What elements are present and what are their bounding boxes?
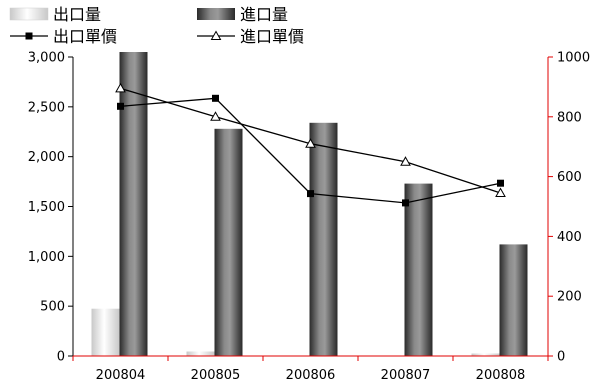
y-right-tick-label: 600 <box>557 170 582 185</box>
marker-import-price-200808 <box>495 187 506 197</box>
y-left-tick-label: 1,000 <box>28 250 65 265</box>
lines-layer <box>115 82 506 207</box>
marker-export-price-200805 <box>212 94 219 102</box>
y-right-tick-label: 0 <box>557 350 565 365</box>
bar-export-volume-200808 <box>471 353 500 356</box>
bar-import-volume-200807 <box>404 183 433 356</box>
bar-import-volume-200804 <box>119 52 148 356</box>
legend-swatch-import-volume <box>197 8 235 20</box>
legend-marker-export-price <box>25 32 33 40</box>
x-tick-label-200806: 200806 <box>286 368 336 383</box>
y-right-tick-label: 1000 <box>557 51 590 66</box>
legend-label-export-volume: 出口量 <box>53 5 101 24</box>
marker-export-price-200808 <box>497 179 504 187</box>
legend-item-export-price: 出口單價 <box>10 27 117 46</box>
legend-label-import-price: 進口單價 <box>240 27 304 46</box>
legend-label-import-volume: 進口量 <box>240 5 288 24</box>
legend-item-import-volume: 進口量 <box>197 5 288 24</box>
y-left-tick-label: 3,000 <box>28 51 65 66</box>
legend: 出口量 進口量 出口單價 進口單價 <box>9 5 304 46</box>
marker-import-price-200807 <box>400 156 411 166</box>
y-left-tick-label: 2,000 <box>28 150 65 165</box>
marker-import-price-200804 <box>115 82 126 93</box>
bar-export-volume-200805 <box>186 351 215 356</box>
bar-import-volume-200806 <box>309 122 338 356</box>
legend-swatch-export-volume <box>9 7 49 21</box>
marker-import-price-200805 <box>210 111 221 121</box>
legend-item-export-volume: 出口量 <box>9 5 101 24</box>
tick-labels-layer: 0 500 1,000 1,500 2,000 2,500 3,000 0 200 400 600 8… <box>28 51 590 383</box>
x-tick-label-200807: 200807 <box>381 368 431 383</box>
y-left-tick-label: 0 <box>57 350 65 365</box>
legend-marker-import-price <box>210 30 222 40</box>
bar-import-volume-200808 <box>499 244 528 356</box>
y-left-tick-label: 2,500 <box>28 100 65 115</box>
y-left-tick-label: 1,500 <box>28 200 65 215</box>
bar-export-volume-200804 <box>91 308 120 356</box>
y-left-tick-label: 500 <box>40 300 65 315</box>
x-tick-label-200808: 200808 <box>476 368 526 383</box>
x-tick-label-200805: 200805 <box>191 368 241 383</box>
y-right-tick-label: 400 <box>557 230 582 245</box>
marker-export-price-200806 <box>307 190 314 198</box>
marker-export-price-200807 <box>402 199 409 207</box>
y-right-tick-label: 800 <box>557 110 582 125</box>
axes-layer <box>68 56 553 361</box>
bars-layer <box>91 52 528 356</box>
marker-import-price-200806 <box>305 138 316 148</box>
x-tick-label-200804: 200804 <box>96 368 146 383</box>
legend-item-import-price: 進口單價 <box>197 27 304 46</box>
bar-import-volume-200805 <box>214 128 243 356</box>
marker-export-price-200804 <box>117 102 124 110</box>
legend-label-export-price: 出口單價 <box>53 27 117 46</box>
y-right-tick-label: 200 <box>557 290 582 305</box>
